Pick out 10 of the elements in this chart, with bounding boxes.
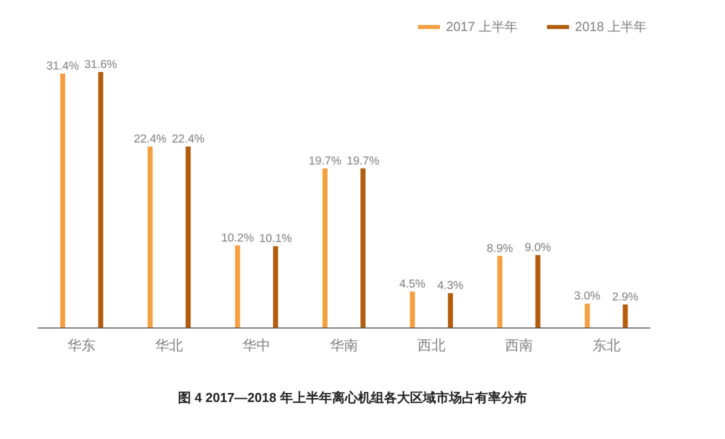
x-tick-label: 西南 (504, 337, 533, 353)
text: 图 4 2017—2018 年上半年离心机组各大区域市场占有率分布 (178, 390, 527, 405)
x-tick-label: 华东 (68, 337, 96, 353)
legend-label: 2018 上半年 (575, 19, 647, 34)
x-tick-label: 东北 (592, 337, 620, 353)
x-tick-label: 西北 (417, 337, 446, 353)
x-tick-label: 华北 (155, 337, 184, 353)
x-tick-label: 华南 (330, 337, 358, 353)
legend-label: 2017 上半年 (446, 19, 518, 34)
x-tick-label: 华中 (242, 337, 271, 353)
